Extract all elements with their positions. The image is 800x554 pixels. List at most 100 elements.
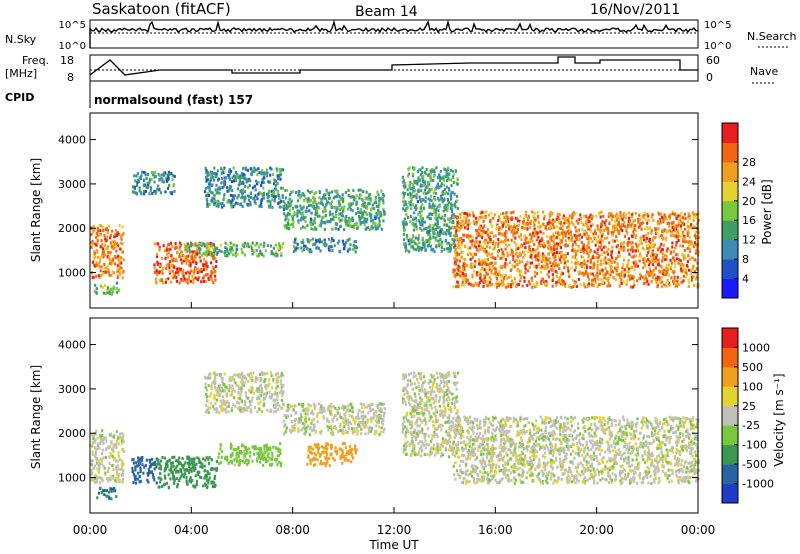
data-cell <box>679 244 682 248</box>
data-cell <box>449 234 452 238</box>
data-cell <box>481 236 484 240</box>
data-cell <box>189 261 192 265</box>
data-cell <box>568 275 571 279</box>
data-cell <box>243 253 246 257</box>
data-cell <box>132 185 135 189</box>
data-cell <box>682 266 685 270</box>
data-cell <box>623 273 626 277</box>
data-cell <box>657 227 660 231</box>
data-cell <box>102 456 105 460</box>
data-cell <box>662 268 665 272</box>
data-cell <box>428 202 431 206</box>
data-cell <box>247 195 251 199</box>
data-cell <box>603 251 606 255</box>
data-cell <box>161 178 164 182</box>
data-cell <box>688 217 691 220</box>
data-cell <box>523 250 526 254</box>
data-cell <box>695 238 698 242</box>
data-cell <box>119 432 122 436</box>
data-cell <box>649 241 652 245</box>
data-cell <box>117 472 120 476</box>
data-cell <box>224 455 227 459</box>
data-cell <box>585 221 588 225</box>
data-cell <box>675 283 678 286</box>
data-cell <box>352 226 355 230</box>
data-cell <box>567 232 571 235</box>
data-cell <box>358 216 361 220</box>
data-cell <box>109 288 112 292</box>
data-cell <box>435 191 438 195</box>
data-cell <box>194 266 197 270</box>
data-cell <box>189 244 192 248</box>
data-cell <box>110 497 113 501</box>
data-cell <box>116 276 119 280</box>
data-cell <box>173 265 176 269</box>
data-cell <box>435 166 438 170</box>
data-cell <box>242 173 245 177</box>
data-cell <box>695 248 698 252</box>
data-cell <box>493 262 496 266</box>
data-cell <box>540 260 543 264</box>
data-cell <box>262 196 265 200</box>
data-cell <box>692 218 695 222</box>
data-cell <box>571 248 574 252</box>
data-cell <box>377 193 380 197</box>
data-cell <box>230 246 233 250</box>
data-cell <box>111 290 114 294</box>
data-cell <box>236 247 239 251</box>
data-cell <box>180 277 183 281</box>
data-cell <box>173 481 176 485</box>
data-cell <box>627 274 630 278</box>
data-cell <box>209 190 212 194</box>
data-cell <box>671 230 674 234</box>
data-cell <box>608 213 611 217</box>
data-cell <box>615 269 618 273</box>
data-cell <box>157 184 160 188</box>
data-cell <box>451 214 454 218</box>
data-cell <box>580 255 583 259</box>
data-cell <box>144 189 147 193</box>
data-cell <box>353 222 356 226</box>
data-cell <box>524 271 527 275</box>
data-cell <box>101 247 104 251</box>
data-cell <box>117 442 120 446</box>
data-cell <box>341 218 344 222</box>
data-cell <box>229 245 232 249</box>
data-cell <box>651 237 654 241</box>
data-cell <box>478 233 481 237</box>
data-cell <box>548 268 552 272</box>
data-cell <box>645 237 648 240</box>
data-cell <box>310 203 313 207</box>
data-cell <box>245 180 248 184</box>
data-cell <box>475 283 478 286</box>
data-cell <box>465 216 468 220</box>
data-cell <box>462 265 465 268</box>
data-cell <box>213 270 217 274</box>
data-cell <box>185 479 188 483</box>
data-cell <box>531 261 534 265</box>
data-cell <box>120 473 123 477</box>
data-cell <box>474 245 478 249</box>
data-cell <box>405 246 408 250</box>
data-cell <box>227 173 230 177</box>
data-cell <box>612 276 615 280</box>
data-cell <box>102 228 105 232</box>
data-cell <box>625 227 628 231</box>
data-cell <box>484 238 487 242</box>
data-cell <box>173 258 176 262</box>
data-cell <box>229 199 232 203</box>
data-cell <box>669 258 672 262</box>
data-cell <box>579 233 582 237</box>
data-cell <box>583 266 586 270</box>
data-cell <box>207 194 210 197</box>
data-cell <box>96 255 99 259</box>
data-cell <box>465 225 469 229</box>
data-cell <box>436 219 439 223</box>
data-cell <box>582 255 585 259</box>
data-cell <box>250 195 253 199</box>
data-cell <box>213 166 216 170</box>
data-cell <box>686 220 690 224</box>
data-cell <box>184 271 187 275</box>
data-cell <box>340 214 343 218</box>
data-cell <box>622 271 625 275</box>
